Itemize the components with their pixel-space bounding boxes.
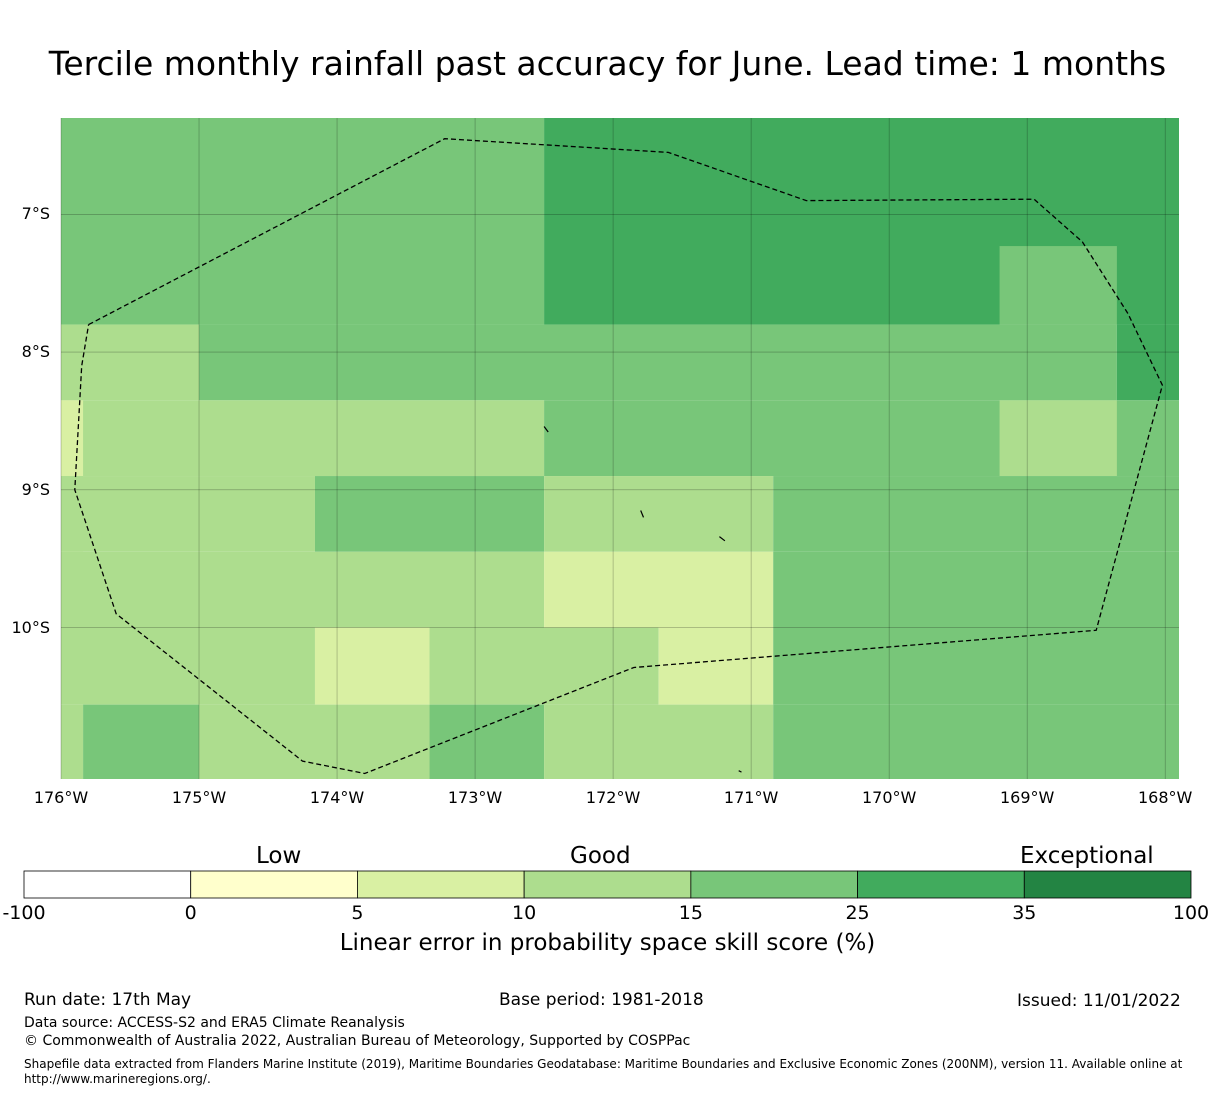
longitude-label: 175°W — [171, 788, 227, 807]
colorbar-tick-label: 5 — [351, 902, 364, 924]
graticule-lines — [60, 118, 1179, 779]
map-title: Tercile monthly rainfall past accuracy f… — [48, 44, 1167, 83]
grid-cell — [199, 324, 1117, 401]
eez-boundary — [74, 138, 1164, 775]
latitude-label: 9°S — [21, 479, 50, 499]
grid-cell — [999, 400, 1117, 477]
data-source: Data source: ACCESS-S2 and ERA5 Climate … — [24, 1015, 405, 1031]
colorbar-segment — [23, 870, 192, 899]
grid-cell — [999, 246, 1117, 325]
latitude-label: 10°S — [11, 617, 50, 637]
island-outline — [738, 770, 742, 773]
grid-cell — [314, 476, 545, 552]
island-outline — [719, 536, 726, 542]
island-outline — [543, 426, 549, 433]
island-outline — [640, 510, 645, 518]
grid-cell — [658, 627, 774, 705]
grid-cell — [199, 704, 430, 779]
colorbar — [23, 870, 1192, 899]
grid-cell — [773, 551, 1179, 628]
colorbar-segment — [523, 870, 692, 899]
grid-cell — [61, 704, 84, 779]
run-date: Run date: 17th May — [24, 990, 192, 1010]
grid-cell — [1116, 324, 1179, 401]
colorbar-tick-label: 10 — [512, 902, 537, 924]
colorbar-label-good: Good — [570, 843, 631, 869]
grid-cell — [61, 627, 315, 705]
grid-cell — [544, 476, 774, 552]
base-period: Base period: 1981-2018 — [499, 990, 704, 1010]
grid-cell — [544, 551, 774, 628]
colorbar-segment — [1023, 870, 1192, 899]
colorbar-label-exceptional: Exceptional — [1020, 843, 1154, 869]
latitude-label: 8°S — [21, 342, 50, 362]
longitude-label: 171°W — [723, 788, 779, 807]
grid-cell — [773, 476, 1179, 552]
longitude-label: 174°W — [309, 788, 365, 807]
grid-cell — [773, 627, 1179, 705]
colorbar-label-low: Low — [256, 843, 302, 869]
skill-grid-cells — [61, 118, 1179, 779]
grid-cell — [83, 704, 200, 779]
grid-cell — [314, 627, 430, 705]
issued-date: Issued: 11/01/2022 — [1017, 991, 1181, 1011]
colorbar-segment — [357, 870, 525, 899]
colorbar-segment — [857, 870, 1025, 899]
island-outlines — [543, 426, 742, 773]
grid-cell — [61, 476, 315, 552]
grid-cell — [429, 627, 659, 705]
grid-cell — [61, 400, 545, 477]
colorbar-tick-label: 0 — [184, 902, 197, 924]
colorbar-tick-label: 25 — [845, 902, 870, 924]
longitude-label: 173°W — [447, 788, 503, 807]
longitude-label: 168°W — [1138, 788, 1193, 807]
copyright: © Commonwealth of Australia 2022, Austra… — [24, 1033, 691, 1049]
colorbar-tick-label: 35 — [1012, 902, 1037, 924]
colorbar-tick-label: 15 — [678, 902, 703, 924]
longitude-label: 172°W — [585, 788, 641, 807]
longitude-label: 169°W — [999, 788, 1055, 807]
colorbar-segment — [690, 870, 858, 899]
grid-cell — [544, 704, 774, 779]
grid-cell — [61, 324, 200, 401]
longitude-label: 170°W — [861, 788, 917, 807]
longitude-label: 176°W — [33, 788, 89, 807]
colorbar-segment — [190, 870, 358, 899]
grid-cell — [429, 704, 545, 779]
grid-cell — [773, 704, 1179, 779]
shapefile-note: Shapefile data extracted from Flanders M… — [24, 1057, 1183, 1086]
grid-cell — [61, 551, 545, 628]
grid-cell — [61, 118, 545, 325]
colorbar-tick-label: 100 — [1172, 902, 1210, 924]
colorbar-tick-label: -100 — [2, 902, 46, 924]
latitude-label: 7°S — [21, 204, 50, 224]
colorbar-axis-label: Linear error in probability space skill … — [339, 930, 876, 956]
